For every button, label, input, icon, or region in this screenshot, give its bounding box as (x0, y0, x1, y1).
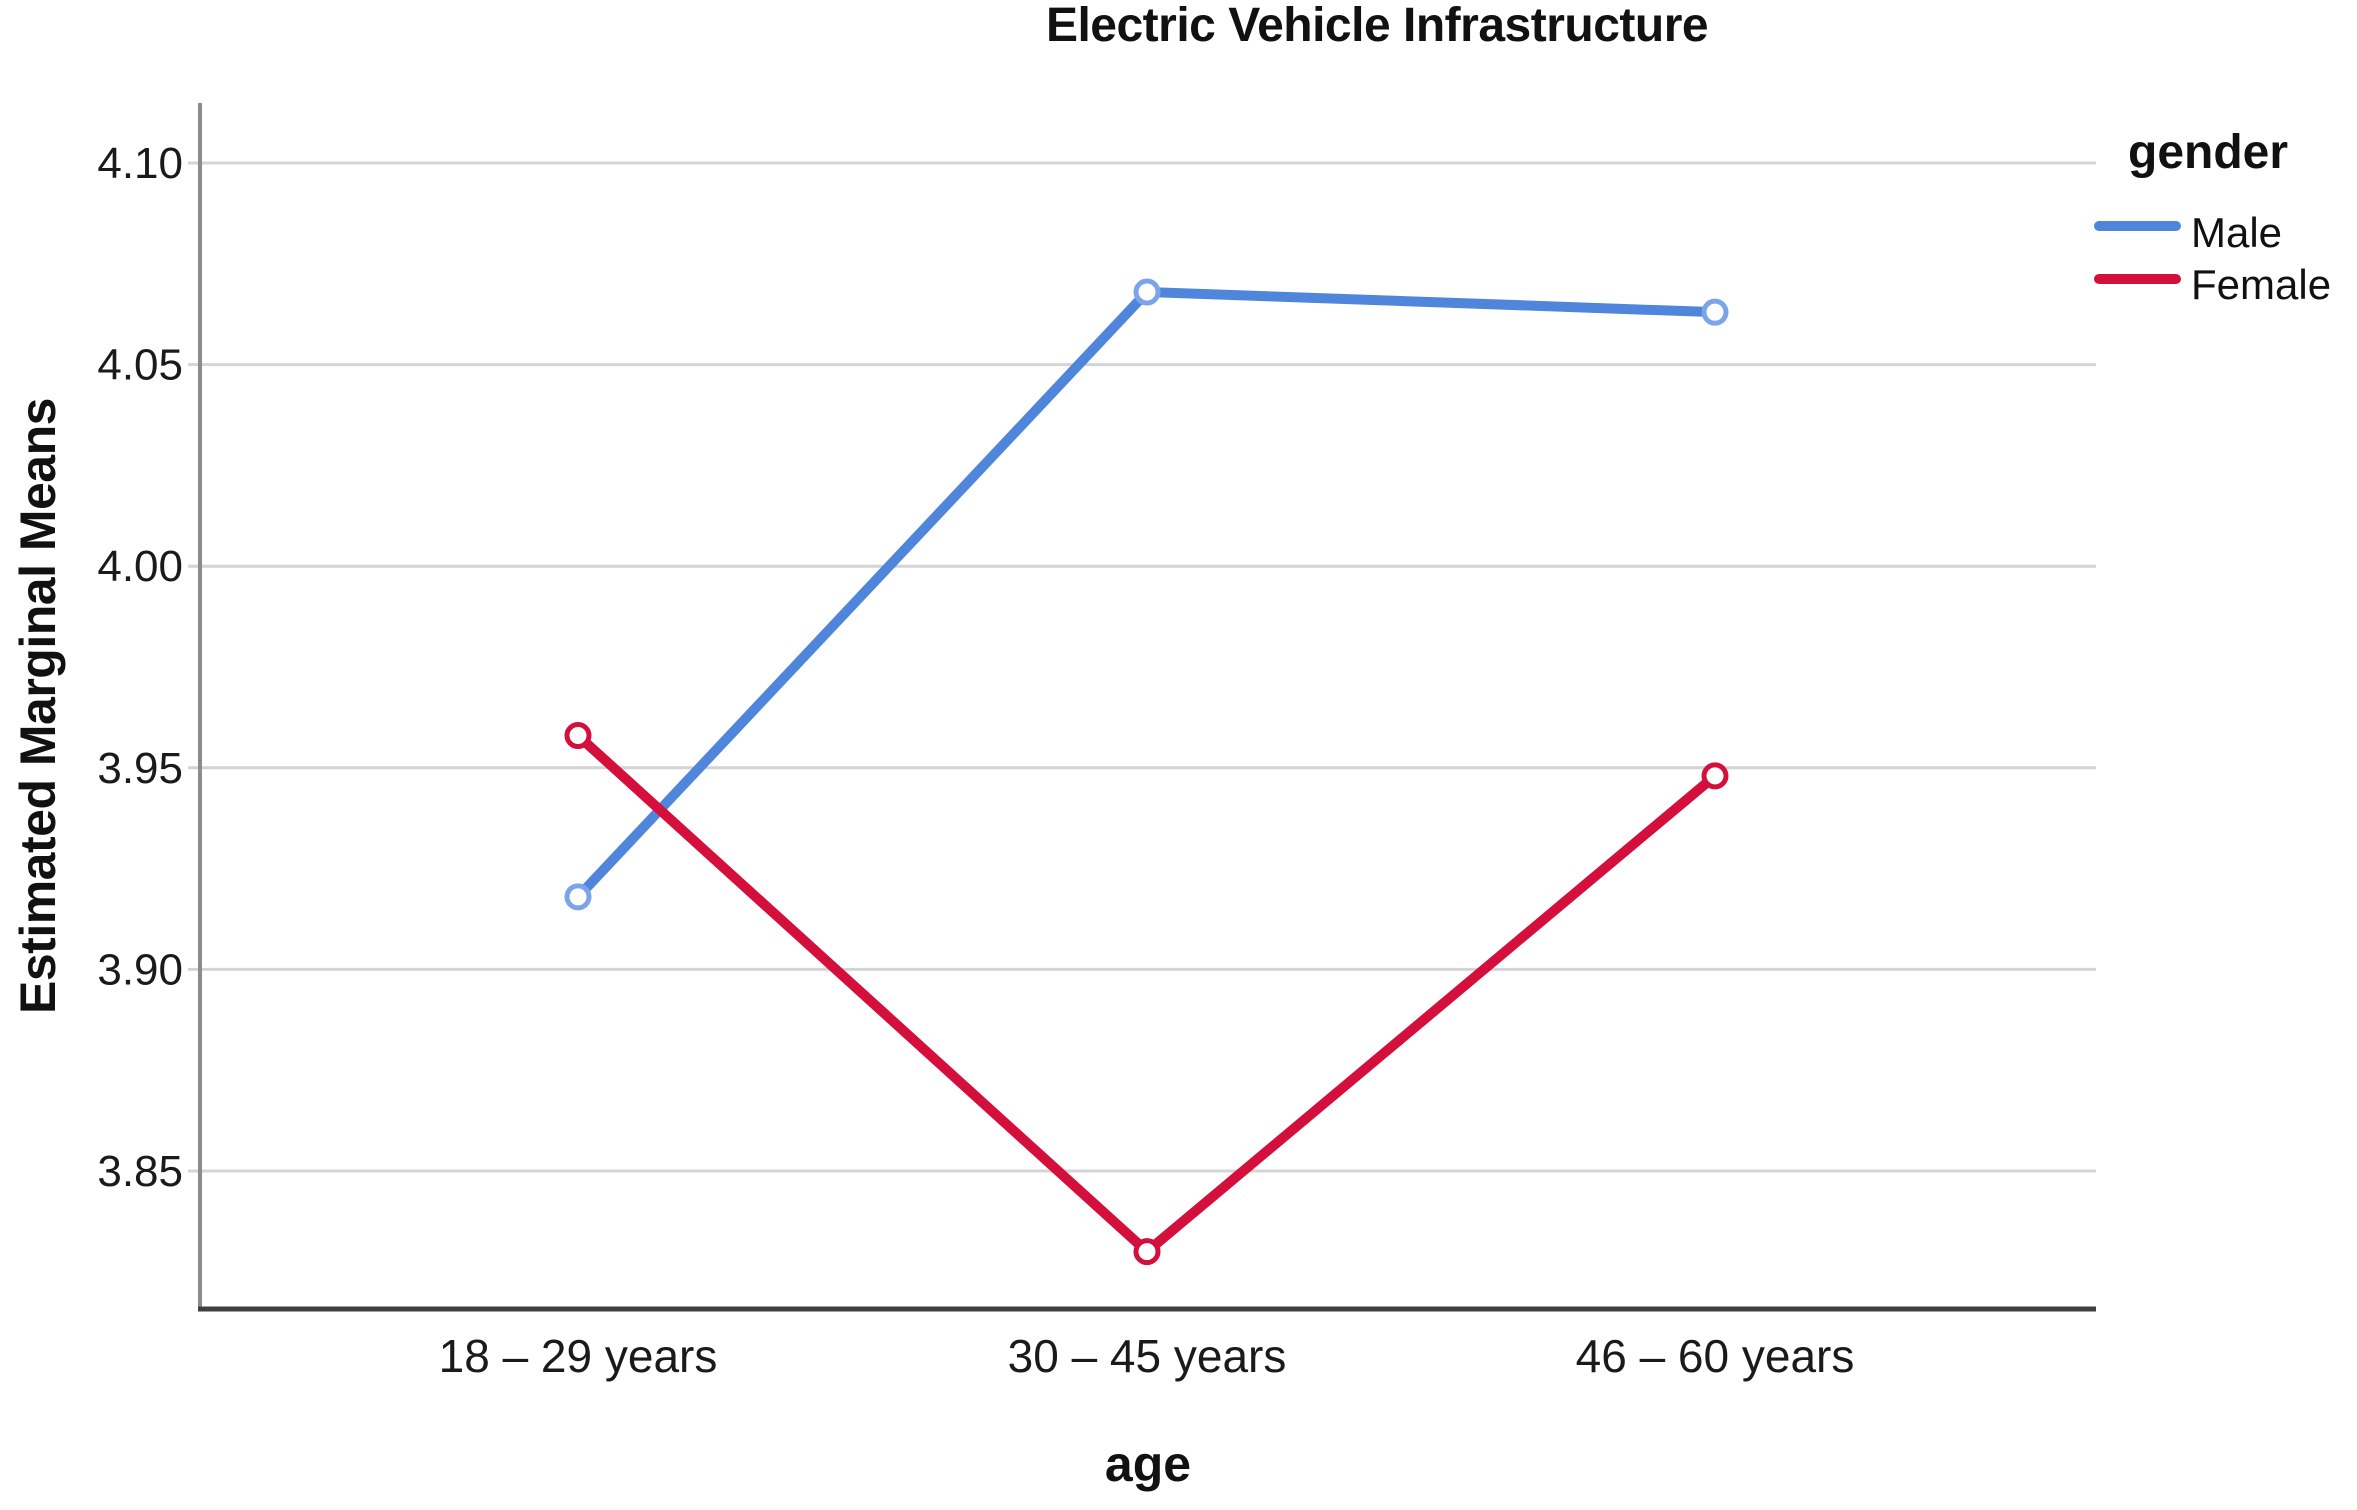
series-line-female (573, 730, 1720, 1257)
chart-title: Electric Vehicle Infrastructure (1045, 0, 1709, 52)
data-point-female-0 (564, 722, 592, 750)
y-tick-label: 4.10 (97, 139, 183, 188)
y-tick-label: 4.00 (97, 542, 183, 591)
y-tick-label: 3.90 (97, 945, 183, 994)
data-point-male-2 (1701, 298, 1729, 326)
x-axis-title: age (1104, 1436, 1192, 1492)
legend-swatch-female (2094, 274, 2181, 284)
data-point-male-1 (1133, 278, 1161, 306)
y-axis-title: Estimated Marginal Means (10, 398, 66, 1014)
data-point-female-2 (1701, 762, 1729, 790)
x-category-label: 46 – 60 years (1576, 1330, 1855, 1382)
data-point-female-1 (1133, 1238, 1161, 1266)
x-category-label: 30 – 45 years (1008, 1330, 1287, 1382)
x-category-label: 18 – 29 years (439, 1330, 718, 1382)
legend-label-male: Male (2191, 209, 2283, 256)
data-point-male-0 (564, 883, 592, 911)
y-tick-label: 4.05 (97, 341, 183, 390)
legend-label-female: Female (2191, 261, 2332, 308)
series-line-male (573, 287, 1720, 902)
y-tick-label: 3.95 (97, 744, 183, 793)
legend-swatch-male (2094, 221, 2181, 231)
y-tick-label: 3.85 (97, 1147, 183, 1196)
legend-title: gender (2128, 126, 2289, 179)
